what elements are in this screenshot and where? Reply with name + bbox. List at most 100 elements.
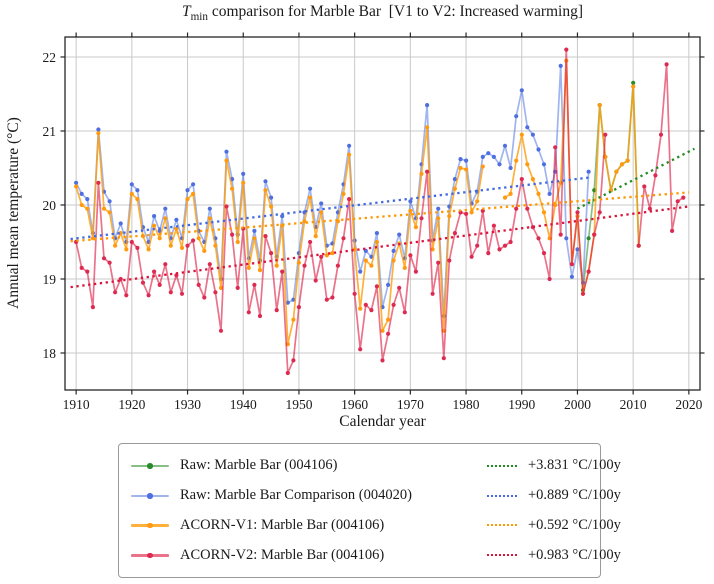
- series-marker: [469, 210, 474, 215]
- series-marker: [408, 199, 413, 204]
- legend-trend-label: +0.592 °C/100y: [528, 516, 621, 533]
- legend-series-sample: [131, 491, 171, 501]
- series-marker: [564, 47, 569, 52]
- series-marker: [263, 179, 268, 184]
- series-marker: [291, 358, 296, 363]
- series-marker: [85, 206, 90, 211]
- y-tick-label: 21: [43, 124, 57, 139]
- series-marker: [447, 258, 452, 263]
- series-marker: [174, 217, 179, 222]
- series-marker: [558, 63, 563, 68]
- legend-series-label: ACORN-V2: Marble Bar (004106): [180, 546, 385, 563]
- title-math-t: T: [181, 3, 191, 20]
- series-marker: [263, 234, 268, 239]
- series-marker: [280, 214, 285, 219]
- series-marker: [658, 132, 664, 137]
- series-marker: [274, 263, 279, 268]
- legend-trend-swatch: [487, 554, 517, 557]
- series-marker: [464, 167, 469, 172]
- series-marker: [436, 260, 441, 265]
- series-marker: [341, 236, 346, 241]
- y-tick-label: 18: [43, 346, 57, 361]
- series-marker: [224, 149, 229, 154]
- series-marker: [430, 247, 435, 252]
- legend-trend-sample: [487, 461, 519, 471]
- series-marker: [302, 263, 307, 268]
- series-marker: [619, 162, 625, 167]
- series-marker: [653, 173, 658, 178]
- x-tick-label: 1980: [453, 397, 480, 412]
- series-marker: [558, 232, 563, 237]
- series-marker: [475, 199, 480, 204]
- x-tick-label: 1960: [341, 397, 368, 412]
- series-marker: [670, 228, 675, 233]
- series-marker: [230, 186, 235, 191]
- series-marker: [274, 308, 279, 313]
- series-marker: [419, 216, 424, 221]
- series-marker: [252, 228, 257, 233]
- series-marker: [419, 171, 424, 176]
- series-marker: [280, 269, 285, 274]
- series-marker: [391, 258, 396, 263]
- series-marker: [458, 157, 463, 162]
- legend-trend-swatch: [487, 494, 517, 497]
- x-tick-label: 1940: [230, 397, 257, 412]
- series-marker: [85, 269, 90, 274]
- series-marker: [179, 245, 185, 250]
- series-marker: [113, 243, 118, 248]
- series-marker: [436, 216, 441, 221]
- series-marker: [358, 306, 363, 311]
- series-marker: [374, 284, 379, 289]
- y-tick-label: 20: [43, 198, 57, 213]
- series-marker: [308, 195, 313, 200]
- legend-box: Raw: Marble Bar (004106) +3.831 °C/100y Ra…: [118, 443, 621, 578]
- series-marker: [363, 258, 368, 263]
- plot-area: 1910 1920 1930 1940 1950 1960 1970 1980 1990 2000…: [43, 32, 705, 412]
- series-marker: [235, 239, 240, 245]
- x-axis-label: Calendar year: [339, 413, 426, 430]
- series-marker: [347, 197, 352, 202]
- series-marker: [207, 206, 212, 211]
- series-marker: [631, 80, 636, 85]
- x-tick-label: 1950: [285, 397, 312, 412]
- series-marker: [146, 247, 151, 252]
- trend-line: [70, 205, 690, 289]
- series-marker: [458, 165, 463, 171]
- series-marker: [502, 243, 508, 248]
- series-marker: [96, 131, 101, 136]
- series-marker: [113, 290, 118, 295]
- x-tick-label: 1990: [508, 397, 535, 412]
- series-marker: [252, 282, 257, 287]
- series-marker: [536, 147, 541, 152]
- legend-marker-dot: [147, 522, 153, 529]
- series-marker: [547, 276, 552, 282]
- series-marker: [191, 238, 196, 243]
- series-marker: [202, 295, 207, 300]
- series-marker: [191, 182, 196, 187]
- series-marker: [486, 251, 491, 256]
- series-marker: [257, 313, 263, 319]
- legend-trend-label: +0.983 °C/100y: [528, 546, 621, 563]
- series-marker: [402, 265, 407, 270]
- series-marker: [313, 278, 318, 283]
- legend-trend-sample: [487, 550, 519, 560]
- legend-series-sample: [131, 461, 171, 471]
- trend-line: [70, 176, 589, 241]
- series-marker: [430, 291, 435, 296]
- series-marker: [614, 169, 619, 174]
- series-marker: [107, 210, 112, 215]
- series-marker: [386, 282, 391, 287]
- title-math-sub: min: [190, 11, 208, 24]
- series-marker: [107, 260, 112, 265]
- series-marker: [90, 236, 95, 241]
- series-marker: [85, 197, 90, 202]
- series-marker: [391, 248, 396, 253]
- series-marker: [402, 310, 407, 315]
- series-marker: [363, 302, 368, 307]
- legend-series-label: Raw: Marble Bar (004106): [180, 457, 338, 474]
- series-marker: [425, 169, 430, 174]
- series-marker: [129, 182, 134, 187]
- series-marker: [285, 300, 290, 305]
- series-marker: [564, 236, 569, 241]
